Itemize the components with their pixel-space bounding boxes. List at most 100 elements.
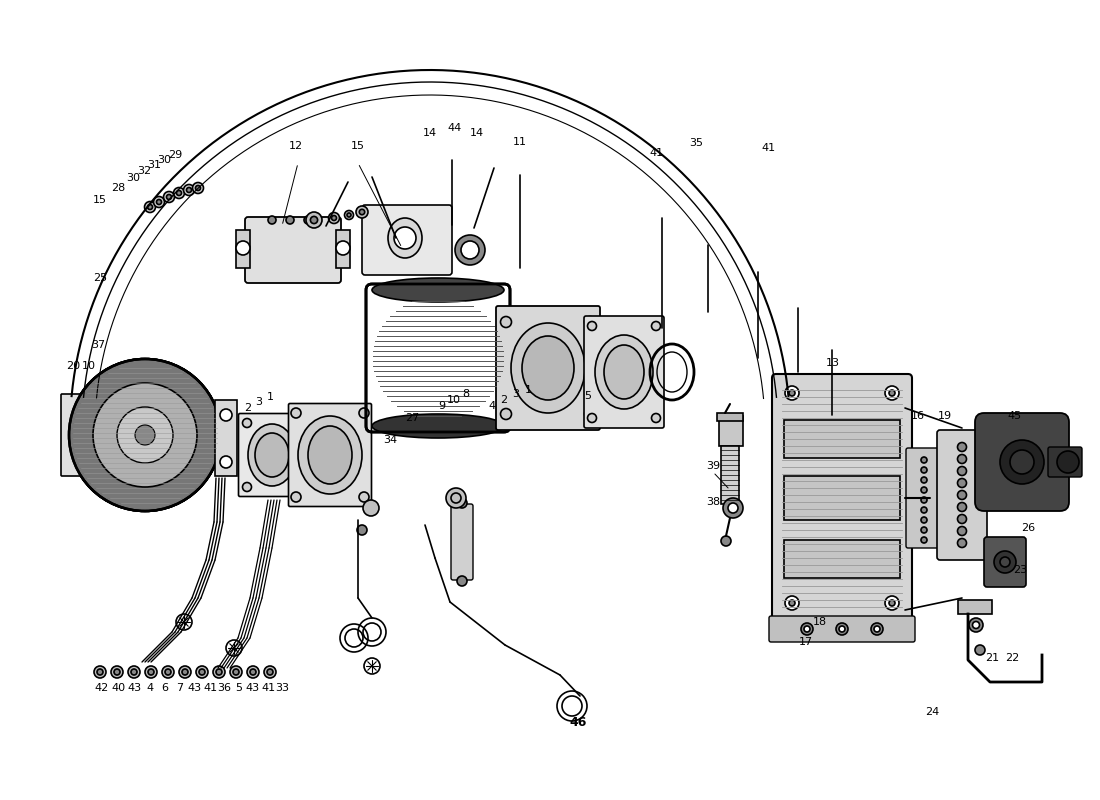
Ellipse shape [372,278,504,302]
Text: 19: 19 [938,411,953,421]
Text: 16: 16 [911,411,925,421]
Ellipse shape [522,336,574,400]
Text: 6: 6 [162,683,168,693]
Circle shape [156,199,162,205]
Text: 41: 41 [202,683,217,693]
Circle shape [166,194,172,199]
Text: 2: 2 [244,403,252,413]
Circle shape [233,669,239,675]
Text: 43: 43 [246,683,260,693]
Circle shape [199,669,205,675]
Text: 8: 8 [462,389,470,399]
Circle shape [587,322,596,330]
Bar [214,400,236,476]
Text: 33: 33 [275,683,289,693]
Circle shape [286,216,294,224]
Circle shape [886,386,899,400]
Text: 36: 36 [217,683,231,693]
Circle shape [69,359,221,511]
Ellipse shape [372,414,504,438]
Text: 3: 3 [255,397,263,407]
Bar [720,446,739,504]
Circle shape [651,414,660,422]
Circle shape [651,322,660,330]
Text: 21: 21 [984,653,999,663]
Ellipse shape [308,426,352,484]
Circle shape [921,477,927,483]
Circle shape [192,182,204,194]
Text: 34: 34 [383,435,397,445]
FancyBboxPatch shape [984,537,1026,587]
Circle shape [720,536,732,546]
Circle shape [310,216,318,223]
Text: 41: 41 [261,683,275,693]
Circle shape [456,576,468,586]
Circle shape [889,390,895,396]
Circle shape [957,454,967,463]
Circle shape [359,492,369,502]
Text: 4: 4 [146,683,154,693]
Circle shape [165,669,170,675]
Bar [717,413,743,421]
Text: 5: 5 [584,391,592,401]
Text: 43: 43 [188,683,202,693]
Circle shape [97,669,103,675]
FancyBboxPatch shape [1048,447,1082,477]
Circle shape [500,317,512,327]
FancyBboxPatch shape [288,403,372,506]
Circle shape [921,527,927,533]
Circle shape [957,466,967,475]
Circle shape [972,622,979,629]
Text: 12: 12 [289,141,304,151]
Circle shape [128,666,140,678]
Circle shape [921,497,927,503]
Bar [784,476,900,520]
Text: 44: 44 [448,123,462,133]
Circle shape [957,478,967,487]
Circle shape [969,618,983,632]
Circle shape [587,414,596,422]
Circle shape [921,517,927,523]
Circle shape [264,666,276,678]
Circle shape [179,666,191,678]
Circle shape [213,666,226,678]
Circle shape [250,669,256,675]
Text: 27: 27 [405,413,419,423]
Text: 30: 30 [126,173,140,183]
Circle shape [921,457,927,463]
Text: 37: 37 [91,340,106,350]
Circle shape [162,666,174,678]
Text: 7: 7 [176,683,184,693]
Circle shape [147,205,153,210]
Circle shape [135,425,155,445]
Circle shape [293,482,301,491]
Circle shape [455,235,485,265]
Circle shape [242,418,252,427]
Ellipse shape [388,218,422,258]
Text: 4: 4 [488,401,496,411]
Circle shape [359,408,369,418]
Circle shape [801,623,813,635]
Circle shape [236,241,250,255]
Circle shape [728,503,738,513]
Circle shape [182,669,188,675]
Circle shape [584,317,595,327]
Circle shape [584,409,595,419]
Circle shape [957,514,967,523]
Text: 28: 28 [111,183,125,193]
Text: 1: 1 [266,392,274,402]
Ellipse shape [255,433,289,477]
Text: 43: 43 [126,683,141,693]
Text: 2: 2 [500,395,507,405]
Circle shape [144,202,155,213]
Text: 38: 38 [706,497,721,507]
Circle shape [957,502,967,511]
Circle shape [785,596,799,610]
Text: 23: 23 [1013,565,1027,575]
Circle shape [446,488,466,508]
Circle shape [331,215,337,221]
Circle shape [363,500,379,516]
Circle shape [500,409,512,419]
Circle shape [293,418,301,427]
Circle shape [921,537,927,543]
